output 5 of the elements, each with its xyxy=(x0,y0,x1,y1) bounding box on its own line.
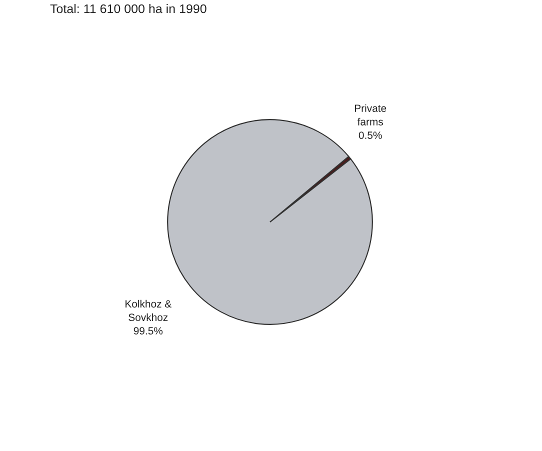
chart-title: Total: 11 610 000 ha in 1990 xyxy=(50,4,206,14)
data-label: 99.5% xyxy=(134,327,163,335)
slice-label: Private farms xyxy=(354,104,386,126)
data-label: 0.5% xyxy=(358,132,382,139)
slice-label: Kolkhoz & Sovkhoz xyxy=(126,300,172,322)
